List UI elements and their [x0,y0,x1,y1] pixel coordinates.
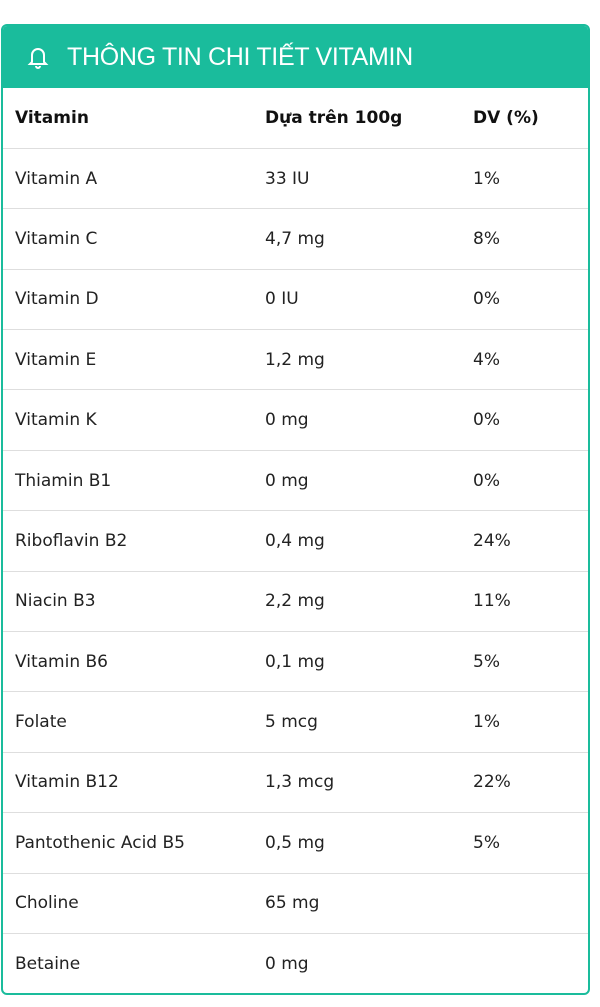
daily-value: 0% [473,389,588,451]
bell-icon [27,48,49,69]
vitamin-name: Vitamin A [3,148,265,210]
daily-value: 0% [473,450,588,512]
vitamin-name: Vitamin D [3,269,265,331]
amount: 1,2 mg [265,329,473,391]
vitamin-name: Vitamin K [3,389,265,451]
vitamin-name: Folate [3,691,265,753]
table-row: Folate 5 mcg 1% [3,691,588,753]
panel-header: THÔNG TIN CHI TIẾT VITAMIN [3,26,588,88]
table-row: Vitamin C 4,7 mg 8% [3,208,588,270]
daily-value: 5% [473,812,588,874]
vitamin-name: Vitamin E [3,329,265,391]
daily-value: 22% [473,752,588,814]
vitamin-name: Vitamin B6 [3,631,265,693]
table-row: Choline 65 mg [3,873,588,934]
vitamin-name: Vitamin B12 [3,752,265,814]
vitamin-name: Riboflavin B2 [3,510,265,572]
table-header-row: Vitamin Dựa trên 100g DV (%) [3,88,588,149]
amount: 0,1 mg [265,631,473,693]
table-row: Betaine 0 mg [3,933,588,993]
amount: 4,7 mg [265,208,473,270]
table-row: Pantothenic Acid B5 0,5 mg 5% [3,812,588,874]
vitamin-name: Pantothenic Acid B5 [3,812,265,874]
column-header-dv: DV (%) [473,88,588,149]
table-row: Vitamin E 1,2 mg 4% [3,329,588,391]
table-row: Vitamin B6 0,1 mg 5% [3,631,588,693]
daily-value: 5% [473,631,588,693]
table-row: Riboflavin B2 0,4 mg 24% [3,510,588,572]
table-row: Vitamin B12 1,3 mcg 22% [3,752,588,814]
daily-value: 1% [473,148,588,210]
vitamin-name: Choline [3,873,265,934]
amount: 0 IU [265,269,473,331]
panel-title: THÔNG TIN CHI TIẾT VITAMIN [67,42,413,71]
amount: 0,5 mg [265,812,473,874]
vitamin-name: Niacin B3 [3,571,265,633]
vitamin-table: Vitamin Dựa trên 100g DV (%) Vitamin A 33… [3,88,588,993]
amount: 2,2 mg [265,571,473,633]
amount: 65 mg [265,873,473,934]
table-row: Thiamin B1 0 mg 0% [3,450,588,512]
table-row: Niacin B3 2,2 mg 11% [3,571,588,633]
amount: 5 mcg [265,691,473,753]
amount: 0 mg [265,389,473,451]
daily-value [473,933,588,993]
daily-value: 4% [473,329,588,391]
column-header-per-100g: Dựa trên 100g [265,88,473,149]
vitamin-name: Betaine [15,953,81,974]
amount: 33 IU [265,148,473,210]
vitamin-info-panel: THÔNG TIN CHI TIẾT VITAMIN Vitamin Dựa t… [1,24,590,995]
table-row: Vitamin A 33 IU 1% [3,148,588,210]
column-header-vitamin: Vitamin [3,88,265,149]
amount: 0,4 mg [265,510,473,572]
daily-value: 8% [473,208,588,270]
vitamin-name: Thiamin B1 [3,450,265,512]
amount: 1,3 mcg [265,752,473,814]
daily-value: 0% [473,269,588,331]
daily-value: 11% [473,571,588,633]
daily-value [473,873,588,934]
vitamin-name: Vitamin C [3,208,265,270]
daily-value: 24% [473,510,588,572]
daily-value: 1% [473,691,588,753]
amount: 0 mg [265,953,309,974]
amount: 0 mg [265,450,473,512]
